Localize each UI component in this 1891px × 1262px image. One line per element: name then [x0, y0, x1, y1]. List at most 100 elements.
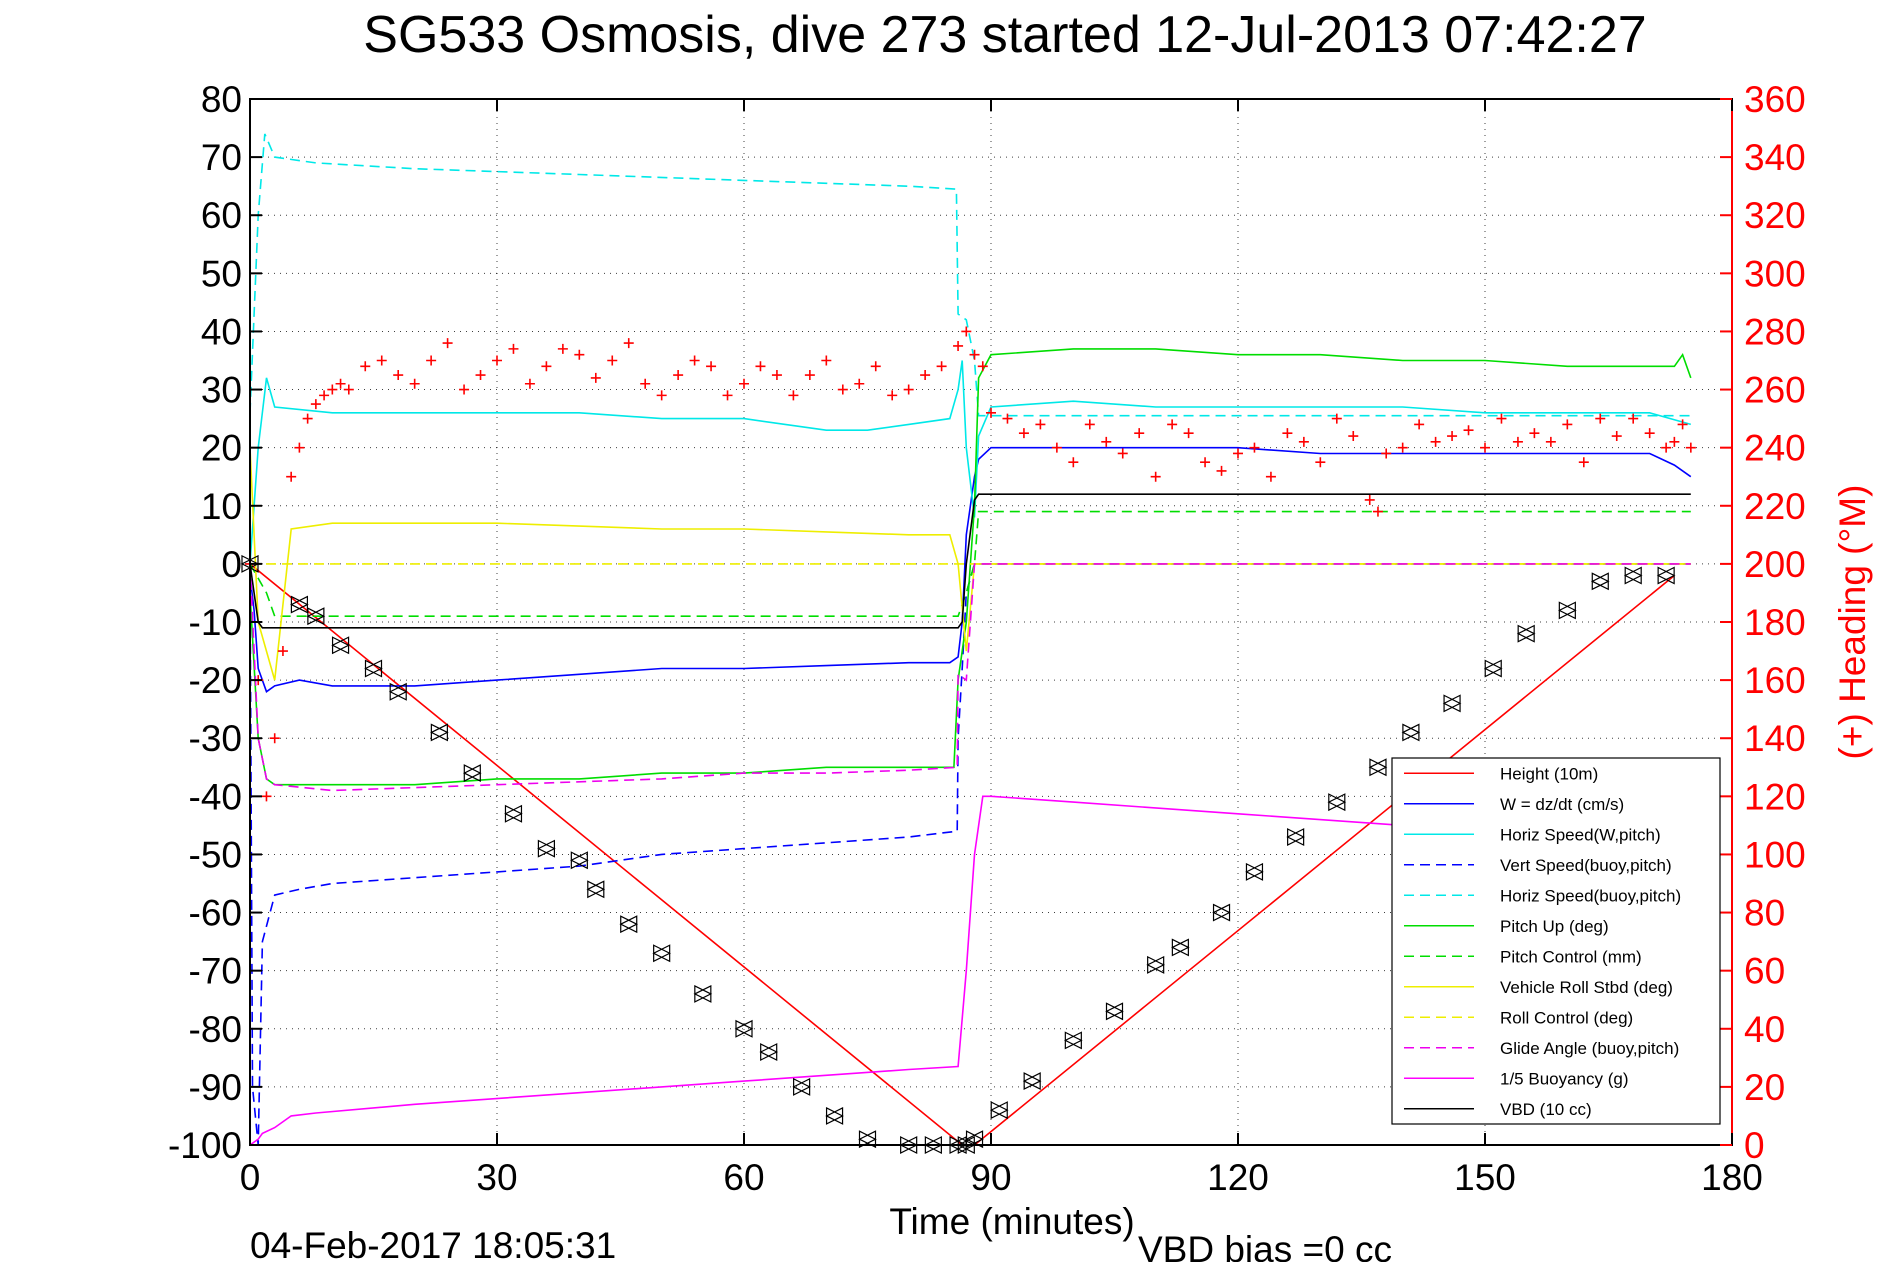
heading-point: [722, 390, 733, 401]
depth-marker: [1442, 694, 1462, 713]
y-tick-label: -20: [189, 660, 242, 701]
x-tick-label: 60: [723, 1157, 764, 1198]
heading-point: [302, 413, 313, 424]
heading-point: [1669, 436, 1680, 447]
heading-point: [1298, 436, 1309, 447]
heading-point: [286, 471, 297, 482]
y-tick-label: 40: [201, 311, 242, 352]
heading-point: [986, 407, 996, 418]
depth-marker: [1327, 793, 1347, 812]
heading-point: [393, 370, 404, 381]
legend: Height (10m) W = dz/dt (cm/s) Horiz Speed(…: [1391, 757, 1721, 1125]
heading-point: [1233, 448, 1243, 459]
heading-point: [1685, 442, 1696, 453]
vbd-bias-label: VBD bias =0 cc: [1138, 1229, 1392, 1262]
heading-point: [1364, 494, 1375, 505]
heading-point: [706, 361, 717, 372]
depth-marker: [1245, 862, 1264, 881]
legend-label: Glide Angle (buoy,pitch): [1500, 1039, 1679, 1058]
heading-point: [327, 384, 338, 395]
heading-point: [607, 355, 618, 366]
heading-point: [936, 361, 947, 372]
depth-marker: [858, 1130, 877, 1149]
heading-point: [1282, 428, 1293, 439]
series-line-9: [249, 563, 1691, 792]
series-line-5: [249, 348, 1692, 786]
heading-point: [788, 390, 799, 401]
heading-point: [953, 340, 964, 351]
y-tick-label: 60: [201, 195, 242, 236]
heading-point: [1447, 431, 1458, 442]
depth-marker: [693, 984, 713, 1003]
depth-marker: [569, 851, 589, 870]
depth-marker: [1623, 566, 1643, 585]
heading-point: [640, 378, 651, 389]
depth-markers: [240, 554, 1676, 1154]
y2-tick-label: 260: [1744, 370, 1806, 411]
heading-point: [1644, 428, 1655, 439]
y2-tick-label: 280: [1744, 311, 1806, 352]
heading-point: [1117, 448, 1128, 459]
y-tick-label: -60: [189, 893, 242, 934]
y2-tick-label: 360: [1744, 79, 1806, 120]
heading-point: [689, 355, 700, 366]
heading-point: [1611, 431, 1622, 442]
y2-tick-label: 80: [1744, 893, 1785, 934]
y-tick-label: -90: [189, 1067, 242, 1108]
depth-marker: [734, 1019, 754, 1038]
depth-marker: [1557, 601, 1577, 620]
y2-tick-label: 140: [1744, 718, 1806, 759]
heading-point: [319, 390, 330, 401]
y-tick-label: 10: [201, 486, 242, 527]
heading-point: [541, 361, 552, 372]
series-line-1: [249, 446, 1692, 693]
heading-point: [1381, 448, 1392, 459]
y2-tick-label: 20: [1744, 1067, 1785, 1108]
x-tick-label: 180: [1701, 1157, 1763, 1198]
depth-marker: [364, 659, 383, 678]
heading-point: [1348, 431, 1359, 442]
heading-point: [1216, 465, 1227, 476]
depth-marker: [989, 1101, 1009, 1120]
heading-point: [409, 378, 420, 389]
y2-tick-label: 300: [1744, 253, 1806, 294]
heading-point: [656, 390, 667, 401]
depth-marker: [1063, 1031, 1083, 1050]
heading-point: [426, 355, 437, 366]
legend-label: Horiz Speed(buoy,pitch): [1500, 886, 1681, 905]
heading-point: [1628, 413, 1639, 424]
depth-marker: [619, 915, 639, 934]
heading-point: [310, 399, 321, 410]
y2-tick-label: 60: [1744, 951, 1785, 992]
depth-marker: [1105, 1002, 1124, 1021]
y2-tick-label: 240: [1744, 428, 1806, 469]
heading-point: [920, 370, 931, 381]
heading-point: [590, 372, 601, 383]
depth-marker: [1483, 659, 1503, 678]
heading-point: [1595, 413, 1606, 424]
heading-point: [508, 343, 519, 354]
heading-point: [1562, 419, 1573, 430]
heading-point: [1150, 471, 1161, 482]
heading-point: [961, 326, 972, 337]
depth-marker: [825, 1106, 844, 1125]
heading-point: [1051, 442, 1062, 453]
y-tick-label: -40: [189, 776, 242, 817]
y-tick-label: -50: [189, 834, 242, 875]
y-tick-label: 20: [201, 428, 242, 469]
y2-tick-label: 220: [1744, 486, 1806, 527]
depth-marker: [1656, 566, 1676, 585]
legend-box: [1391, 757, 1721, 1125]
series-line-11: [249, 493, 1691, 629]
depth-marker: [652, 944, 672, 963]
heading-point: [739, 378, 749, 389]
heading-point: [376, 355, 387, 366]
legend-label: 1/5 Buoyancy (g): [1500, 1069, 1629, 1088]
depth-marker: [306, 607, 326, 626]
y2-tick-label: 320: [1744, 195, 1806, 236]
depth-marker: [1022, 1072, 1042, 1091]
heading-point: [1372, 506, 1383, 517]
axis-ticks: 0 30 60 90 120 150 18080706050403020100-10-20-…: [168, 79, 1806, 1198]
depth-marker: [1368, 758, 1388, 777]
